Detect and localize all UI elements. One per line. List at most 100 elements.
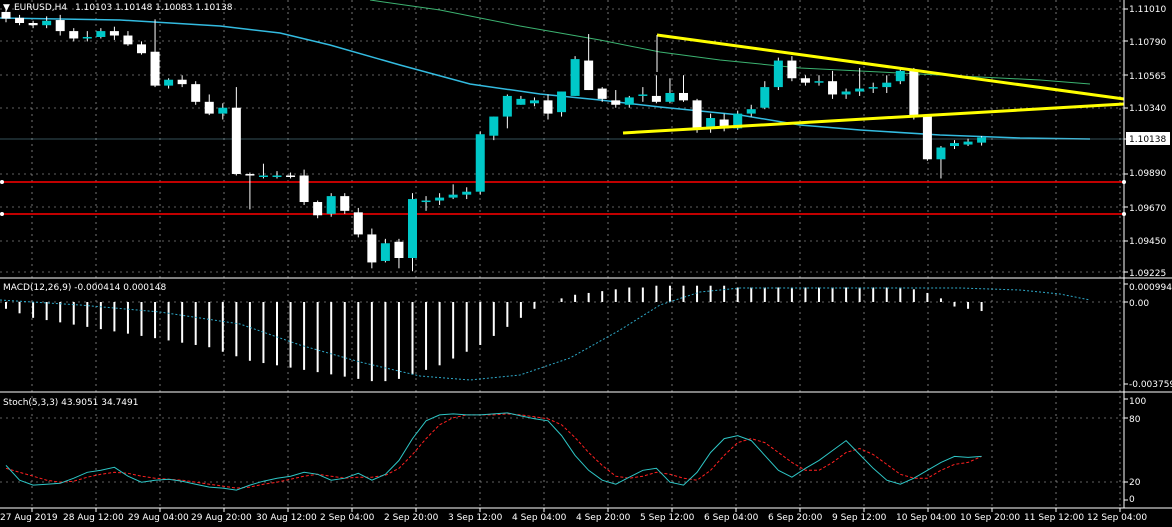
candle-body	[475, 134, 485, 192]
candle-body	[868, 87, 878, 89]
stoch-tick: 20	[1129, 478, 1141, 488]
time-tick: 3 Sep 12:00	[448, 513, 503, 523]
macd-tick: 0.000994	[1129, 283, 1172, 293]
candle-body	[950, 143, 959, 147]
candle-body	[150, 51, 160, 86]
candle-body	[177, 79, 187, 85]
candle-body	[82, 36, 92, 39]
candle-body	[191, 84, 201, 102]
candle-body	[936, 147, 946, 160]
candle-body	[245, 174, 255, 176]
stoch-main-line	[5, 412, 982, 491]
candle-body	[800, 78, 810, 83]
chart-menu-icon[interactable]: ▼	[3, 3, 10, 13]
time-tick: 29 Aug 20:00	[191, 513, 252, 523]
candle-body	[529, 100, 539, 104]
candle-body	[380, 243, 390, 261]
candle-body	[909, 70, 919, 117]
candle-body	[719, 119, 729, 129]
time-tick: 28 Aug 12:00	[63, 513, 124, 523]
time-tick: 10 Sep 04:00	[896, 513, 956, 523]
macd-panel	[0, 285, 1091, 382]
grid-layer	[0, 0, 1124, 508]
candle-body	[679, 92, 688, 101]
candle-body	[773, 60, 783, 88]
ma-slow-line	[369, 0, 1091, 85]
horizontal-levels[interactable]	[0, 138, 1126, 216]
candle-body	[164, 79, 174, 86]
price-tick: 1.11010	[1129, 5, 1166, 15]
macd-tick: 0.00	[1129, 299, 1149, 309]
level-handle	[0, 212, 4, 216]
candle-body	[137, 44, 146, 54]
candle-body	[692, 100, 702, 129]
time-tick: 2 Sep 20:00	[384, 513, 439, 523]
candle-body	[584, 60, 594, 91]
candle-body	[326, 196, 336, 214]
candle-body	[55, 20, 65, 32]
candle-body	[435, 197, 445, 201]
trendlines[interactable]	[622, 33, 1125, 135]
candle-body	[787, 60, 797, 79]
candle-body	[69, 31, 79, 39]
trendline-lower	[622, 102, 1125, 135]
candle-body	[1, 11, 11, 19]
candle-body	[123, 35, 133, 45]
macd-tick: -0.003759	[1129, 380, 1172, 390]
time-tick: 10 Sep 20:00	[960, 513, 1020, 523]
candle-body	[611, 100, 621, 105]
candle-body	[299, 175, 309, 203]
candle-body	[489, 116, 499, 136]
candle-body	[204, 101, 214, 114]
candle-body	[272, 175, 282, 177]
candle-body	[706, 118, 716, 129]
stoch-tick: 100	[1129, 397, 1146, 407]
candle-body	[977, 137, 987, 143]
candle-body	[895, 70, 905, 82]
candle-body	[421, 200, 431, 203]
candle-body	[516, 98, 526, 105]
time-tick: 11 Sep 12:00	[1024, 513, 1084, 523]
candle-body	[624, 97, 634, 105]
price-tick: 1.09670	[1129, 204, 1166, 214]
candle-body	[922, 116, 932, 160]
candle-body	[408, 199, 417, 259]
time-tick: 6 Sep 20:00	[768, 513, 823, 523]
candle-body	[963, 141, 973, 145]
candle-body	[733, 113, 743, 129]
time-tick: 4 Sep 20:00	[576, 513, 631, 523]
level-handle	[0, 180, 4, 184]
candle-body	[882, 82, 892, 88]
ma-fast-line	[0, 17, 1091, 140]
current-price-box	[1126, 132, 1170, 145]
candle-body	[651, 95, 661, 102]
macd-label: MACD(12,26,9) -0.000414 0.000148	[3, 283, 166, 293]
price-tick: 1.09890	[1129, 169, 1166, 179]
price-tick: 1.10565	[1129, 72, 1166, 82]
candle-body	[313, 202, 323, 216]
candle-body	[828, 81, 838, 95]
trendline-upper	[656, 33, 1125, 101]
time-tick: 30 Aug 12:00	[256, 513, 317, 523]
candle-body	[258, 175, 268, 177]
candle-body	[15, 17, 25, 23]
price-tick: 1.10790	[1129, 38, 1166, 48]
candle-body	[665, 92, 675, 102]
candle-body	[746, 109, 756, 114]
candle-body	[286, 175, 296, 177]
candle-body	[218, 107, 228, 114]
symbol-label: EURUSD,H4	[14, 3, 67, 13]
time-tick: 4 Sep 04:00	[512, 513, 567, 523]
candle-body	[462, 191, 472, 195]
candle-body	[814, 81, 824, 83]
time-tick: 2 Sep 04:00	[320, 513, 375, 523]
candle-body	[353, 212, 363, 235]
candle-body	[448, 194, 458, 198]
candle-body	[109, 31, 119, 36]
time-tick: 27 Aug 2019	[0, 513, 58, 523]
price-tick: 1.09450	[1129, 237, 1166, 247]
time-tick: 29 Aug 04:00	[128, 513, 189, 523]
time-tick: 5 Sep 12:00	[640, 513, 695, 523]
candle-body	[231, 107, 241, 175]
